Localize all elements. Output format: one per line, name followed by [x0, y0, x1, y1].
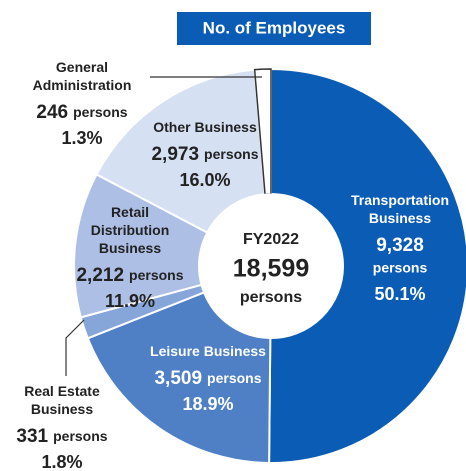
value-label: 246 persons — [36, 102, 127, 123]
total-label: 18,599 — [233, 255, 309, 283]
category-label: Transportation Business — [351, 192, 449, 226]
label-line: Leisure Business — [150, 343, 266, 359]
category-label: Real Estate Business — [24, 383, 100, 417]
label-line: Administration — [33, 77, 132, 93]
percent-label: 18.9% — [182, 394, 233, 414]
value: 9,328 — [376, 235, 424, 256]
leader-line — [65, 319, 85, 376]
percent-label: 11.9% — [105, 291, 155, 311]
value: 2,973 — [151, 144, 199, 165]
title-box — [177, 12, 371, 45]
unit-label: persons — [373, 260, 428, 276]
percent-label: 1.8% — [41, 452, 82, 471]
value-label: 3,509 persons — [154, 368, 261, 389]
label-line: General — [56, 59, 108, 75]
value-label: 331 persons — [16, 426, 107, 447]
value: 2,212 — [76, 265, 124, 286]
label-line: Distribution — [91, 222, 170, 238]
label-line: Transportation — [351, 192, 449, 208]
unit: persons — [53, 428, 108, 444]
total-unit: persons — [240, 289, 302, 306]
value: 246 — [36, 102, 68, 123]
value-label: 9,328 — [376, 235, 424, 256]
center-label: FY2022 — [243, 231, 299, 248]
category-label: Leisure Business — [150, 343, 266, 359]
label-line: Business — [31, 401, 93, 417]
value: 3,509 — [154, 368, 202, 389]
center-hole — [198, 193, 344, 339]
unit: persons — [207, 370, 262, 386]
value-label: 2,212 persons — [76, 265, 183, 286]
percent-label: 16.0% — [179, 170, 230, 190]
percent-label: 50.1% — [374, 284, 425, 304]
chart-title: No. of Employees — [203, 18, 346, 37]
value: 331 — [16, 426, 48, 447]
unit: persons — [204, 146, 259, 162]
label-line: Real Estate — [24, 383, 100, 399]
label-line: Business — [99, 240, 161, 256]
label-line: Business — [369, 210, 431, 226]
category-label: General Administration — [33, 59, 132, 93]
unit: persons — [73, 104, 128, 120]
label-line: Retail — [111, 204, 149, 220]
unit: persons — [129, 267, 184, 283]
percent-label: 1.3% — [61, 128, 102, 148]
category-label: Other Business — [153, 119, 257, 135]
label-line: Other Business — [153, 119, 257, 135]
category-label: Retail Distribution Business — [91, 204, 170, 256]
value-label: 2,973 persons — [151, 144, 258, 165]
